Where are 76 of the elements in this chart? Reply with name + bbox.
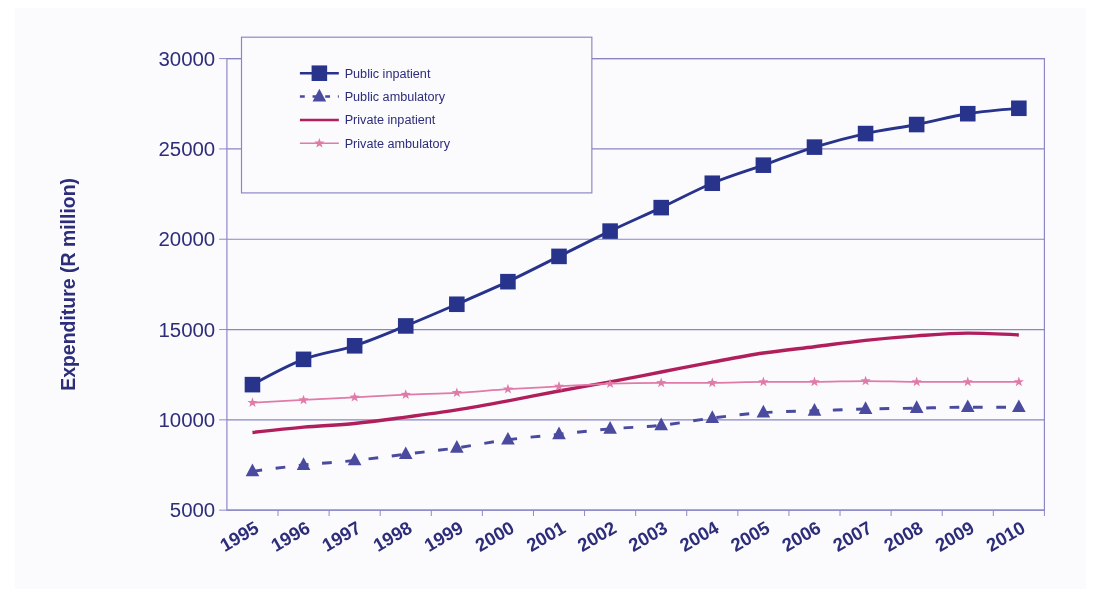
x-tick-label: 2004: [675, 516, 723, 556]
x-tick-label: 1997: [318, 516, 365, 556]
point: [605, 378, 616, 389]
point: [347, 452, 362, 466]
legend-label: Public ambulatory: [344, 89, 446, 104]
point: [1012, 399, 1026, 413]
legend-label: Private ambulatory: [344, 136, 451, 151]
point: [758, 376, 769, 387]
point: [704, 175, 721, 192]
point: [502, 383, 514, 394]
y-tick-label: 30000: [158, 47, 216, 70]
point: [959, 105, 976, 122]
y-tick-label: 20000: [158, 228, 216, 251]
x-tick-label: 2003: [624, 516, 671, 556]
point: [400, 389, 411, 399]
x-tick-label: 2007: [829, 516, 876, 556]
point: [809, 376, 820, 387]
point: [1011, 100, 1027, 117]
point: [707, 377, 718, 388]
legend-label: Private inpatient: [344, 113, 436, 128]
point: [501, 431, 515, 445]
point: [500, 273, 516, 290]
y-axis-title: Expenditure (R million): [57, 177, 80, 391]
point: [656, 377, 667, 388]
x-tick-label: 2010: [982, 516, 1029, 556]
point: [295, 351, 312, 368]
point: [245, 463, 260, 477]
point: [298, 394, 309, 405]
point: [806, 139, 823, 155]
point: [553, 381, 565, 391]
y-tick-label: 25000: [158, 138, 216, 161]
point: [755, 157, 772, 173]
y-tick-label: 10000: [158, 409, 216, 432]
point: [653, 199, 669, 216]
x-tick-label: 2001: [522, 516, 569, 556]
point: [909, 400, 924, 413]
point: [857, 125, 874, 142]
point: [1013, 376, 1024, 387]
point: [858, 401, 873, 414]
point: [603, 421, 617, 434]
x-tick-label: 2000: [471, 516, 518, 556]
y-tick-label: 5000: [169, 499, 216, 522]
point: [449, 296, 465, 313]
point: [705, 410, 720, 423]
point: [807, 403, 822, 416]
point: [962, 376, 973, 387]
point: [349, 391, 360, 402]
point: [756, 404, 771, 418]
point: [296, 457, 311, 470]
legend-label: Public inpatient: [344, 66, 431, 81]
x-tick-label: 2008: [880, 516, 927, 556]
point: [960, 399, 975, 413]
x-tick-label: 1998: [369, 516, 416, 556]
point: [654, 417, 669, 431]
x-tick-label: 2005: [727, 516, 774, 556]
point: [397, 318, 414, 334]
point: [346, 338, 363, 354]
x-tick-label: 2006: [778, 516, 825, 556]
x-tick-label: 1996: [267, 516, 314, 556]
x-tick-label: 2009: [931, 516, 978, 556]
point: [551, 248, 567, 265]
point: [602, 223, 618, 239]
point: [451, 387, 462, 398]
x-tick-label: 2002: [573, 516, 620, 556]
point: [860, 375, 871, 386]
x-tick-label: 1995: [216, 516, 263, 556]
point: [552, 426, 566, 440]
line-series: [250, 331, 1021, 435]
point: [908, 116, 925, 133]
point: [450, 440, 464, 453]
x-tick-label: 1999: [420, 516, 467, 556]
y-tick-label: 15000: [158, 318, 216, 341]
point: [911, 376, 922, 387]
point: [398, 446, 413, 460]
point: [244, 376, 261, 393]
point: [247, 397, 258, 408]
